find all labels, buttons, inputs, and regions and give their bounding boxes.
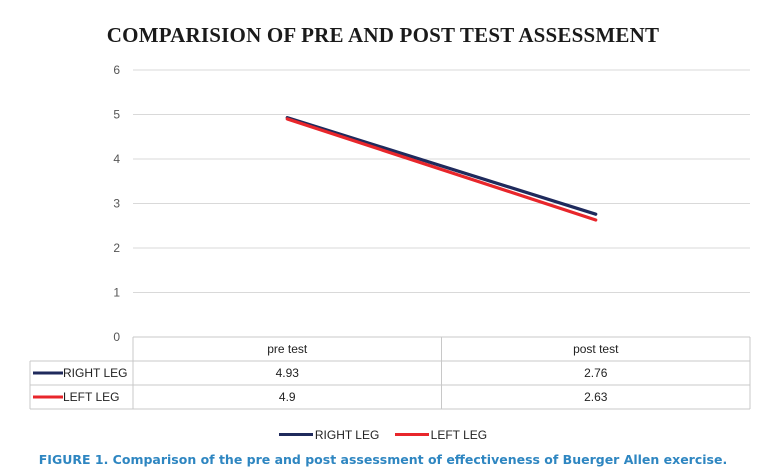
y-tick-label-1: 1 xyxy=(113,286,120,300)
table-value-0-1: 2.76 xyxy=(584,366,608,380)
figure-caption: FIGURE 1. Comparison of the pre and post… xyxy=(38,452,728,467)
legend-swatch-right-leg xyxy=(278,433,313,436)
legend-item-left-leg: LEFT LEG xyxy=(394,427,488,442)
legend-label-left-leg: LEFT LEG xyxy=(430,427,488,442)
legend-item-right-leg: RIGHT LEG xyxy=(278,427,380,442)
y-tick-label-6: 6 xyxy=(113,63,120,77)
y-tick-label-5: 5 xyxy=(113,108,120,122)
y-axis-ticks: 0 1 2 3 4 5 6 xyxy=(113,63,120,344)
table-series-label-1: LEFT LEG xyxy=(63,390,119,404)
table-value-1-1: 2.63 xyxy=(584,390,608,404)
y-tick-label-3: 3 xyxy=(113,197,120,211)
table-value-1-0: 4.9 xyxy=(279,390,296,404)
legend-label-right-leg: RIGHT LEG xyxy=(314,427,380,442)
x-category-label-1: post test xyxy=(573,342,619,356)
data-table: pre test post test RIGHT LEG 4.93 2.76 LEFT L… xyxy=(29,336,751,410)
y-tick-label-4: 4 xyxy=(113,152,120,166)
chart-title: COMPARISION OF PRE AND POST TEST ASSESSM… xyxy=(106,23,660,47)
legend: RIGHT LEG LEFT LEG xyxy=(0,425,766,442)
legend-swatch-left-leg xyxy=(394,433,429,436)
table-value-0-0: 4.93 xyxy=(276,366,300,380)
y-tick-label-2: 2 xyxy=(113,241,120,255)
x-category-label-0: pre test xyxy=(267,342,308,356)
series-lines xyxy=(285,116,598,222)
series-line-1 xyxy=(285,117,598,222)
gridlines xyxy=(133,69,750,293)
table-series-label-0: RIGHT LEG xyxy=(63,366,127,380)
y-tick-label-0: 0 xyxy=(113,330,120,344)
series-line-0 xyxy=(285,116,598,216)
